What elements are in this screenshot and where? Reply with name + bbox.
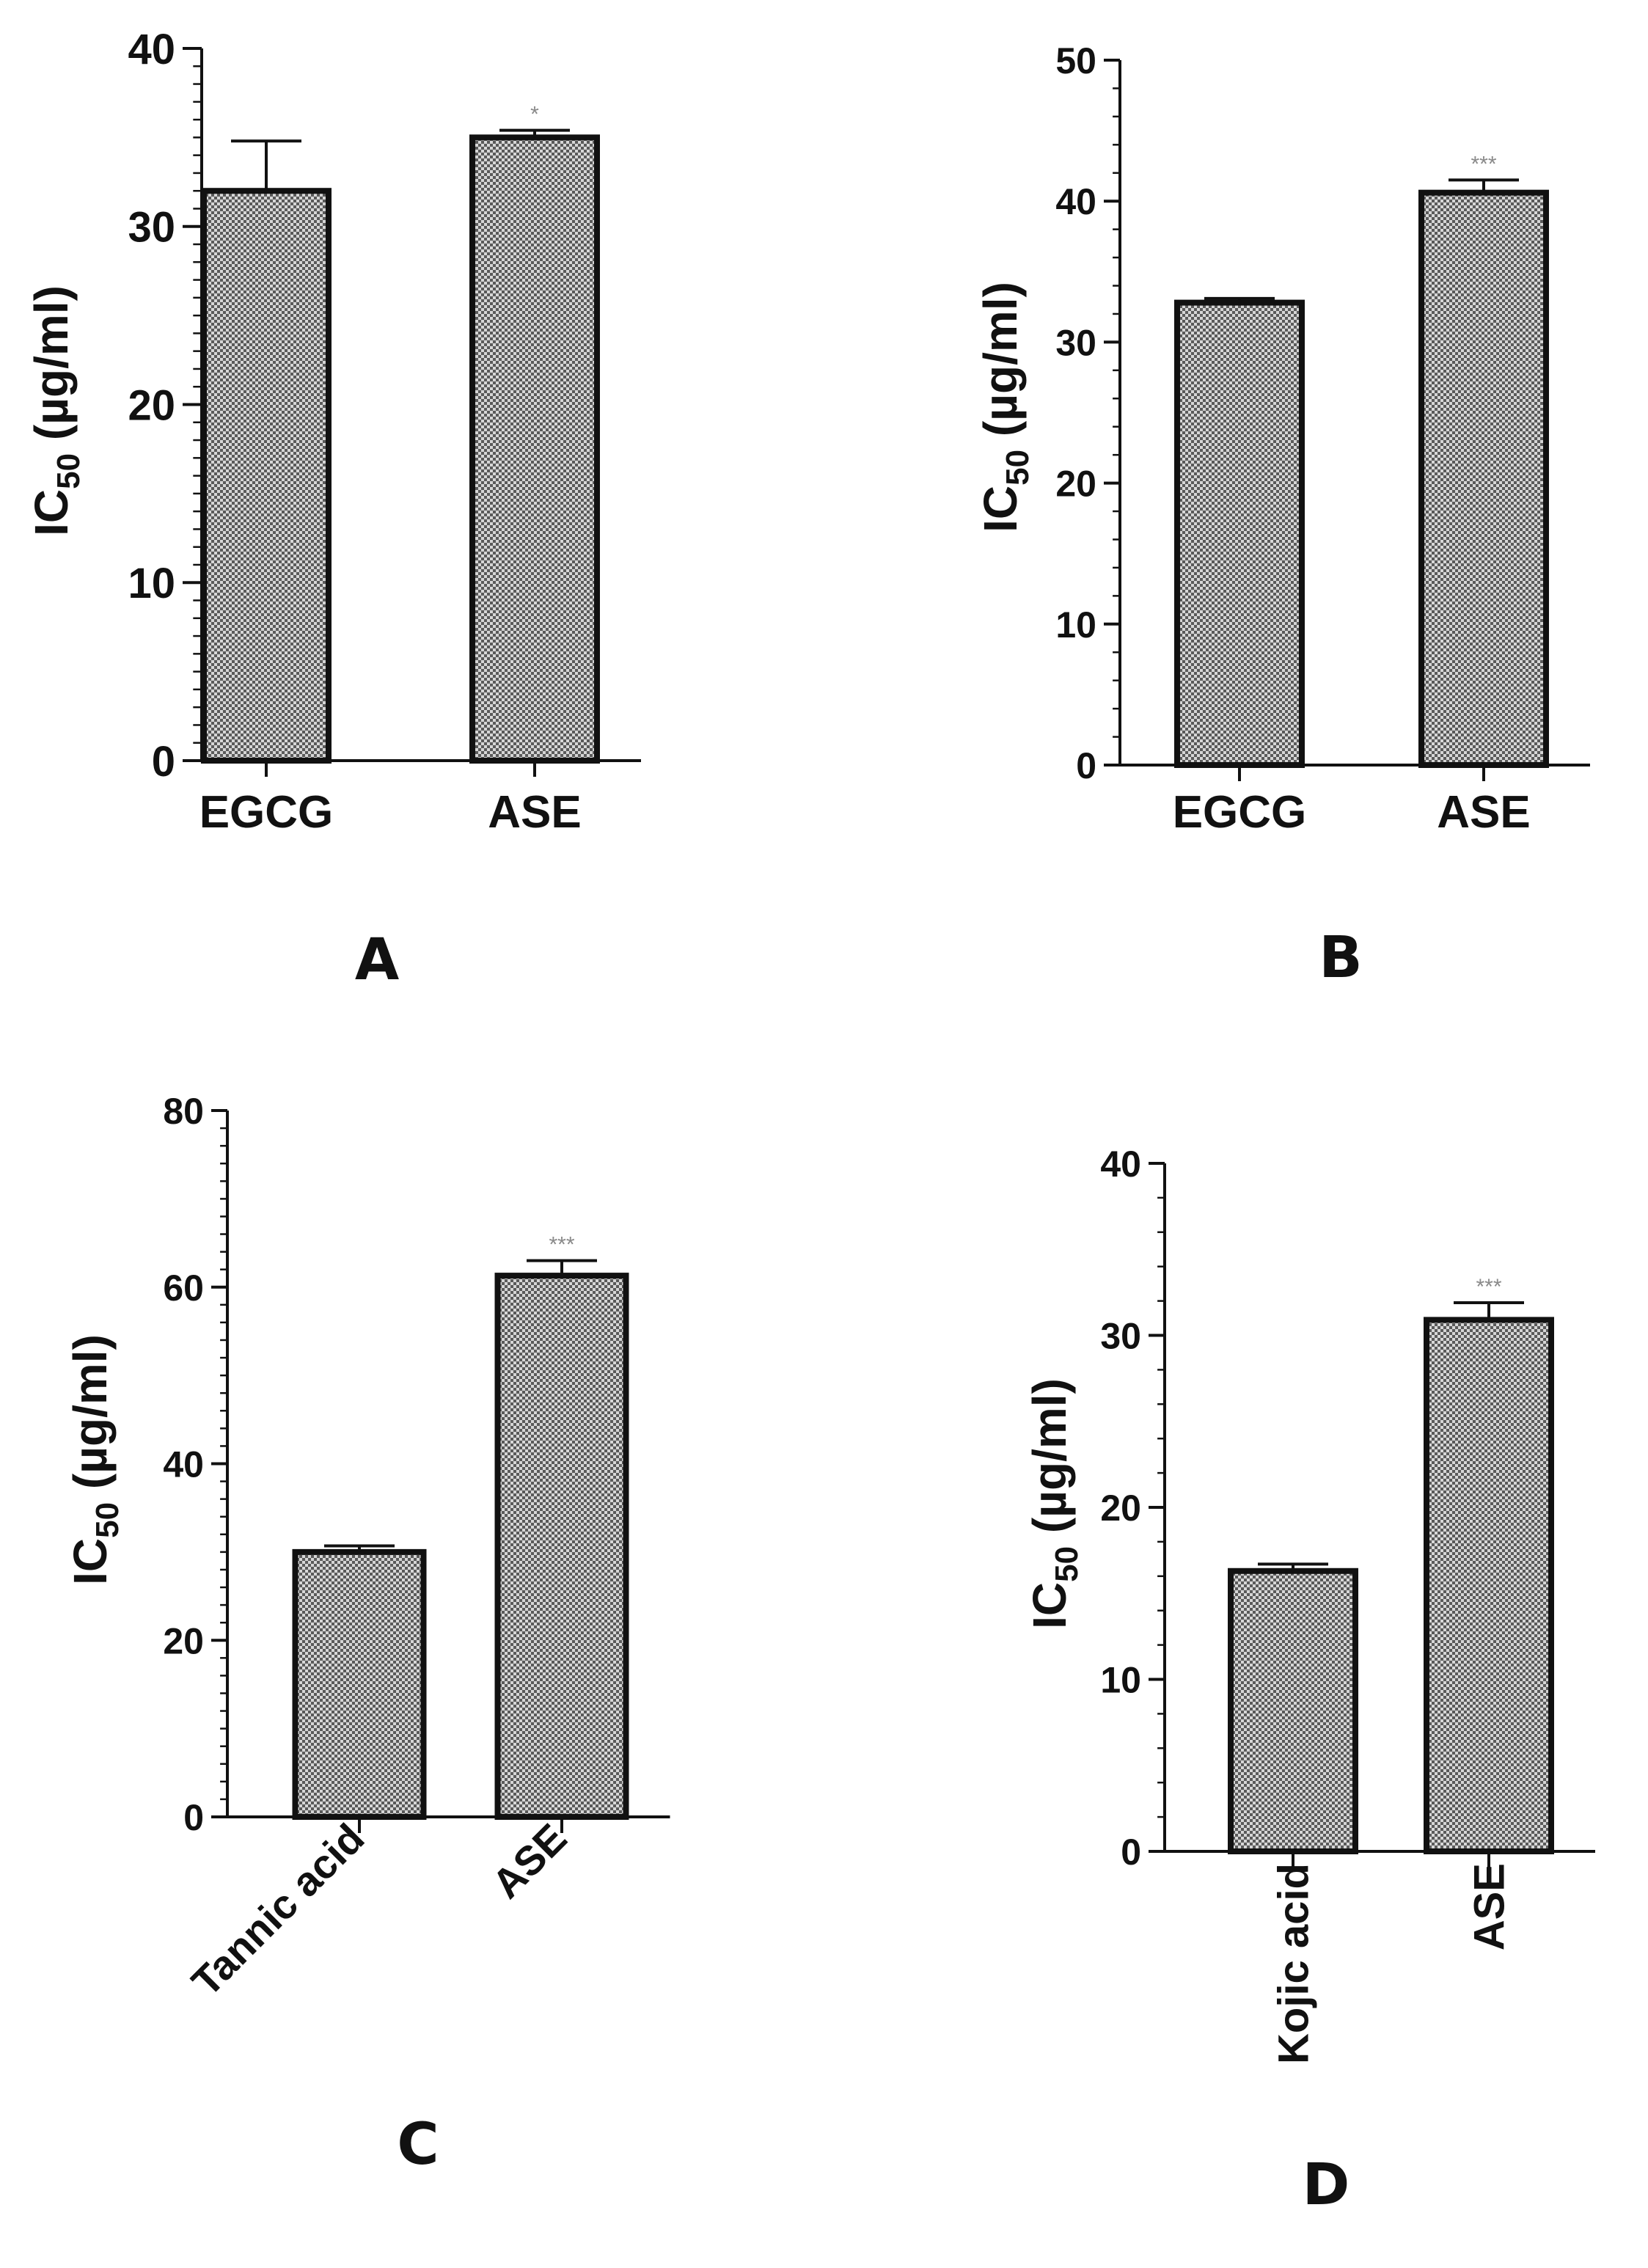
y-axis-label-unit: (µg/ml) xyxy=(974,282,1027,450)
bar xyxy=(1418,189,1549,768)
y-axis-label-subscript: 50 xyxy=(1000,450,1036,486)
y-tick-label: 20 xyxy=(1055,464,1096,505)
x-tick-label: ASE xyxy=(1437,787,1530,838)
y-tick-label: 10 xyxy=(1055,604,1096,645)
y-axis-label-subscript: 50 xyxy=(1049,1546,1085,1582)
bar xyxy=(1174,299,1305,769)
significance-label: *** xyxy=(1471,152,1496,176)
y-axis-label: IC50 (µg/ml) xyxy=(1023,1378,1085,1629)
y-tick-label: 40 xyxy=(1100,1144,1141,1185)
y-axis-label-main: IC xyxy=(25,489,78,536)
x-tick-label: ASE xyxy=(488,787,581,838)
panel-letter: D xyxy=(1303,2152,1350,2218)
significance-label: *** xyxy=(549,1233,574,1257)
panel-letter: B xyxy=(1319,925,1362,991)
y-tick-label: 50 xyxy=(1055,40,1096,81)
y-tick-label: 30 xyxy=(1100,1316,1141,1357)
x-tick-label: Tannic acid xyxy=(183,1815,373,2005)
bar xyxy=(494,1273,629,1820)
y-axis-label-main: IC xyxy=(1023,1582,1076,1629)
x-tick-label: Kojic acid xyxy=(1270,1863,1317,2064)
y-tick-label: 20 xyxy=(163,1620,204,1661)
y-tick-label: 40 xyxy=(1055,181,1096,222)
bar xyxy=(469,134,600,764)
y-tick-label: 60 xyxy=(163,1267,204,1309)
y-tick-label: 30 xyxy=(128,204,175,252)
panel-a: * 0 10 20 30 40 EGCG ASE IC50 (µg/ml) A xyxy=(25,26,641,993)
y-axis-label: IC50 (µg/ml) xyxy=(64,1334,125,1585)
y-tick-label: 20 xyxy=(1100,1488,1141,1529)
y-axis-label-main: IC xyxy=(64,1538,117,1585)
y-axis-label-subscript: 50 xyxy=(51,453,87,489)
x-tick-label: ASE xyxy=(1465,1863,1513,1950)
significance-label: * xyxy=(530,103,539,127)
panel-letter: A xyxy=(355,927,399,993)
bar xyxy=(1228,1568,1358,1854)
y-tick-label: 0 xyxy=(152,738,175,786)
y-tick-label: 0 xyxy=(1076,745,1096,786)
x-tick-label: EGCG xyxy=(199,787,334,838)
y-axis-label-subscript: 50 xyxy=(89,1502,125,1538)
y-tick-label: 10 xyxy=(128,560,175,607)
panel-letter: C xyxy=(397,2112,439,2178)
y-axis-label-main: IC xyxy=(974,486,1027,533)
y-tick-label: 40 xyxy=(163,1444,204,1485)
y-tick-label: 0 xyxy=(1121,1832,1141,1873)
y-axis-label: IC50 (µg/ml) xyxy=(25,285,87,536)
y-tick-label: 0 xyxy=(183,1797,204,1838)
y-axis-label-unit: (µg/ml) xyxy=(25,285,78,453)
y-tick-label: 40 xyxy=(128,26,175,73)
y-tick-label: 10 xyxy=(1100,1660,1141,1701)
bar xyxy=(292,1548,427,1820)
x-tick-label: EGCG xyxy=(1173,787,1307,838)
y-axis-label-unit: (µg/ml) xyxy=(1023,1378,1076,1546)
y-axis-label: IC50 (µg/ml) xyxy=(974,282,1036,533)
panel-d: *** 0 10 20 30 40 Kojic acid ASE IC50 (µg/ml) D xyxy=(1023,1144,1595,2218)
bar xyxy=(201,188,332,764)
y-axis-label-unit: (µg/ml) xyxy=(64,1334,117,1502)
y-tick-label: 80 xyxy=(163,1091,204,1132)
significance-label: *** xyxy=(1476,1275,1501,1299)
y-tick-label: 20 xyxy=(128,381,175,429)
bar xyxy=(1424,1317,1554,1854)
y-tick-label: 30 xyxy=(1055,322,1096,363)
